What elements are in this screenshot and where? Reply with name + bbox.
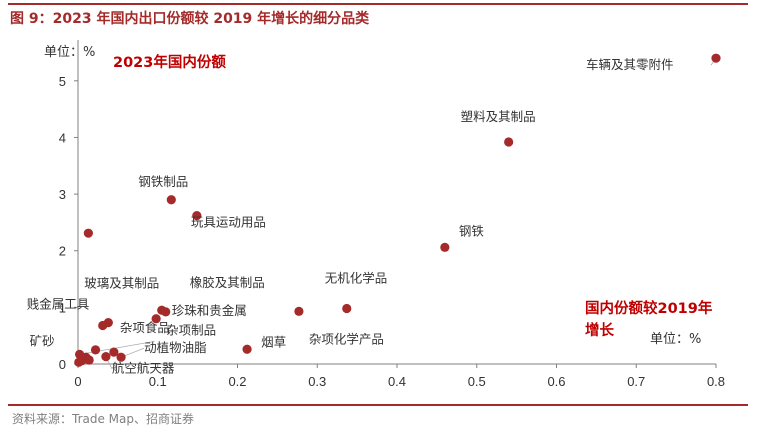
point-label: 钢铁 (459, 223, 485, 238)
scatter-point (440, 242, 450, 252)
scatter-point (504, 137, 514, 147)
x-annotation-line2: 增长 (585, 321, 614, 339)
scatter-point (242, 344, 252, 354)
scatter-point (98, 320, 108, 331)
point-label: 矿砂 (30, 333, 55, 348)
scatter-point (294, 306, 304, 316)
scatter-point (151, 314, 161, 324)
point-label: 玻璃及其制品 (84, 276, 159, 291)
scatter-point (166, 195, 176, 205)
scatter-point (109, 347, 119, 357)
scatter-point (116, 352, 126, 362)
x-tick-label: 0.2 (228, 374, 246, 389)
y-annotation: 2023年国内份额 (113, 53, 226, 71)
chart-axes: 0 0.1 0.2 0.3 0.4 0.5 0.6 0.7 0.8 0 1 2 3 4 5 (59, 40, 725, 389)
scatter-point (83, 228, 93, 238)
x-unit-label: 单位：% (650, 332, 701, 347)
point-label: 橡胶及其制品 (190, 275, 265, 290)
point-label: 珍珠和贵金属 (172, 303, 247, 318)
point-label: 动植物油脂 (144, 340, 207, 355)
x-tick-label: 0.8 (707, 374, 725, 389)
scatter-point (711, 53, 721, 63)
top-divider (8, 3, 748, 5)
point-label: 杂项食品 (120, 320, 170, 335)
scatter-point (161, 307, 171, 317)
bottom-divider (8, 404, 748, 406)
point-label: 玩具运动用品 (191, 215, 266, 230)
data-points (74, 53, 721, 367)
y-tick-label: 2 (59, 244, 66, 259)
y-tick-label: 3 (59, 187, 66, 202)
x-tick-label: 0 (74, 374, 81, 389)
x-tick-label: 0.4 (388, 374, 406, 389)
x-tick-label: 0.7 (627, 374, 645, 389)
point-label: 钢铁制品 (138, 174, 188, 189)
point-label: 杂项化学产品 (309, 331, 384, 346)
x-tick-label: 0.6 (547, 374, 565, 389)
point-label: 贱金属工具 (27, 296, 90, 311)
scatter-point (90, 345, 101, 355)
x-tick-label: 0.1 (149, 374, 167, 389)
scatter-point (101, 352, 111, 362)
point-label: 航空航天器 (112, 361, 175, 376)
scatter-point (342, 303, 352, 314)
y-tick-label: 4 (59, 130, 66, 145)
scatter-point (74, 357, 84, 367)
point-label: 塑料及其制品 (461, 109, 536, 124)
scatter-point (192, 211, 202, 221)
point-label: 杂项制品 (166, 323, 216, 338)
y-unit-label: 单位：% (44, 45, 95, 60)
x-tick-label: 0.3 (308, 374, 326, 389)
x-annotation-line1: 国内份额较2019年 (585, 299, 713, 317)
y-tick-label: 0 (59, 357, 66, 372)
point-label: 无机化学品 (325, 270, 388, 285)
figure-title: 图 9：2023 年国内出口份额较 2019 年增长的细分品类 (10, 11, 370, 27)
y-tick-label: 5 (59, 74, 66, 89)
scatter-point (84, 355, 94, 365)
point-label: 车辆及其零附件 (586, 57, 674, 72)
y-tick-label: 1 (59, 300, 66, 315)
point-label: 烟草 (261, 334, 286, 349)
source-note: 资料来源：Trade Map、招商证券 (12, 412, 194, 426)
x-tick-label: 0.5 (468, 374, 486, 389)
